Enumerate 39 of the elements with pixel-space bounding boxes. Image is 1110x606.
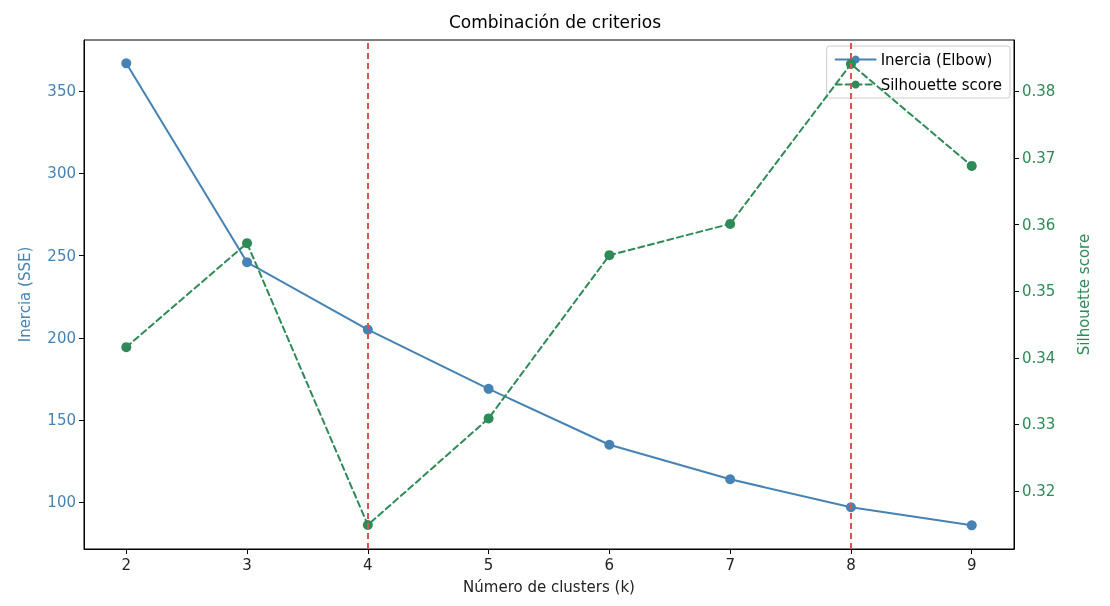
y-tick-label: 350 [47, 82, 76, 101]
legend-label: Inercia (Elbow) [880, 50, 993, 69]
y-axis-title: Inercia (SSE) [15, 246, 34, 343]
y2-tick-label: 0.33 [1022, 415, 1056, 434]
chart-title: Combinación de criterios [449, 11, 662, 32]
y-tick-label: 250 [47, 246, 76, 265]
point [725, 218, 736, 229]
y-tick-label: 150 [47, 411, 76, 430]
point [483, 383, 494, 394]
point [966, 520, 977, 531]
y2-tick-label: 0.32 [1022, 482, 1056, 501]
y2-tick-label: 0.34 [1022, 348, 1056, 367]
x-tick-label: 4 [363, 555, 373, 574]
x-tick-label: 6 [604, 555, 615, 574]
x-tick-label: 9 [966, 555, 977, 574]
y-tick-label: 300 [47, 164, 76, 183]
x-tick-label: 8 [846, 555, 856, 574]
y-tick-label: 200 [47, 328, 76, 347]
point [242, 257, 253, 268]
x-tick-label: 7 [725, 555, 735, 574]
y2-tick-label: 0.38 [1022, 82, 1056, 101]
y2-tick-label: 0.37 [1022, 148, 1056, 167]
point [604, 250, 615, 261]
x-axis-title: Número de clusters (k) [463, 577, 635, 596]
x-tick-label: 5 [483, 555, 494, 574]
point [242, 238, 253, 249]
point [604, 439, 615, 450]
x-tick-label: 2 [121, 555, 132, 574]
point [121, 342, 132, 353]
x-tick-label: 3 [242, 555, 252, 574]
point [966, 160, 977, 171]
legend-label: Silhouette score [880, 75, 1002, 94]
y-tick-label: 100 [47, 493, 76, 512]
y2-tick-label: 0.35 [1022, 282, 1056, 301]
y2-tick-label: 0.36 [1022, 215, 1056, 234]
y2-axis-title: Silhouette score [1074, 233, 1093, 356]
point [121, 58, 132, 69]
point [725, 474, 736, 485]
point [483, 413, 494, 424]
